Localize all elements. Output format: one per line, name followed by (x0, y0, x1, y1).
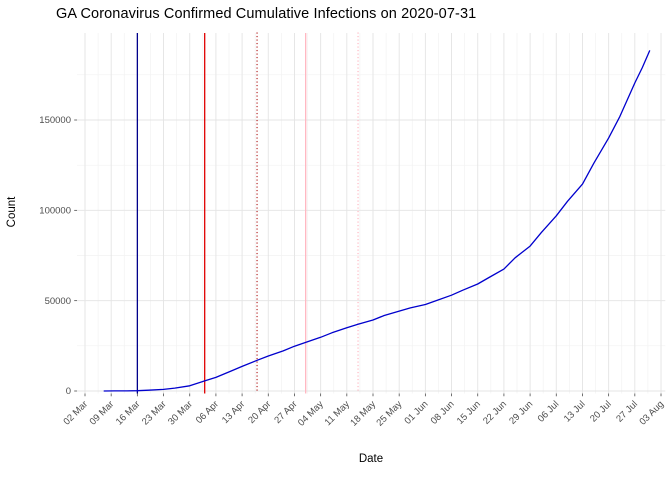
y-tick-label: 50000 (45, 296, 71, 307)
x-tick-label: 13 Jul (562, 399, 588, 425)
major-gridlines (77, 33, 666, 394)
y-tick-label: 100000 (39, 206, 71, 217)
x-axis-title: Date (358, 453, 384, 465)
x-tick-label: 06 Apr (194, 399, 221, 426)
x-tick-label: 03 Aug (637, 399, 666, 428)
x-tick-label: 22 Jun (481, 399, 509, 427)
x-tick-label: 30 Mar (166, 399, 195, 428)
y-tick-label: 150000 (39, 115, 71, 126)
x-tick-label: 11 May (323, 399, 352, 428)
y-tick-labels: 0 50000 100000 150000 (39, 115, 71, 397)
x-tick-label: 27 Jul (614, 399, 640, 425)
x-tick-label: 15 Jun (455, 399, 483, 427)
series-cumulative-confirmed-infections (103, 50, 651, 392)
x-tick-label: 18 May (348, 399, 378, 429)
event-vlines (136, 32, 359, 395)
chart-title: GA Coronavirus Confirmed Cumulative Infe… (56, 6, 477, 22)
x-tick-label: 09 Mar (88, 399, 117, 428)
minor-gridlines (77, 33, 666, 394)
x-tick-label: 04 May (296, 399, 326, 429)
x-tick-label: 06 Jul (536, 399, 562, 425)
x-tick-label: 01 Jun (403, 399, 431, 427)
x-tick-label: 16 Mar (114, 399, 143, 428)
x-tick-label: 25 May (374, 399, 404, 429)
infection-curve (103, 50, 651, 392)
x-tick-label: 29 Jun (507, 399, 535, 427)
x-tick-label: 20 Jul (588, 399, 614, 425)
x-tick-label: 02 Mar (61, 399, 90, 428)
x-tick-label: 13 Apr (220, 399, 247, 426)
y-axis-title: Count (6, 196, 18, 228)
axis-tick-marks (74, 119, 662, 397)
x-tick-label: 23 Mar (140, 399, 169, 428)
x-tick-label: 08 Jun (429, 399, 457, 427)
y-tick-label: 0 (66, 386, 71, 397)
x-tick-label: 27 Apr (272, 399, 299, 426)
x-tick-label: 20 Apr (246, 399, 273, 426)
